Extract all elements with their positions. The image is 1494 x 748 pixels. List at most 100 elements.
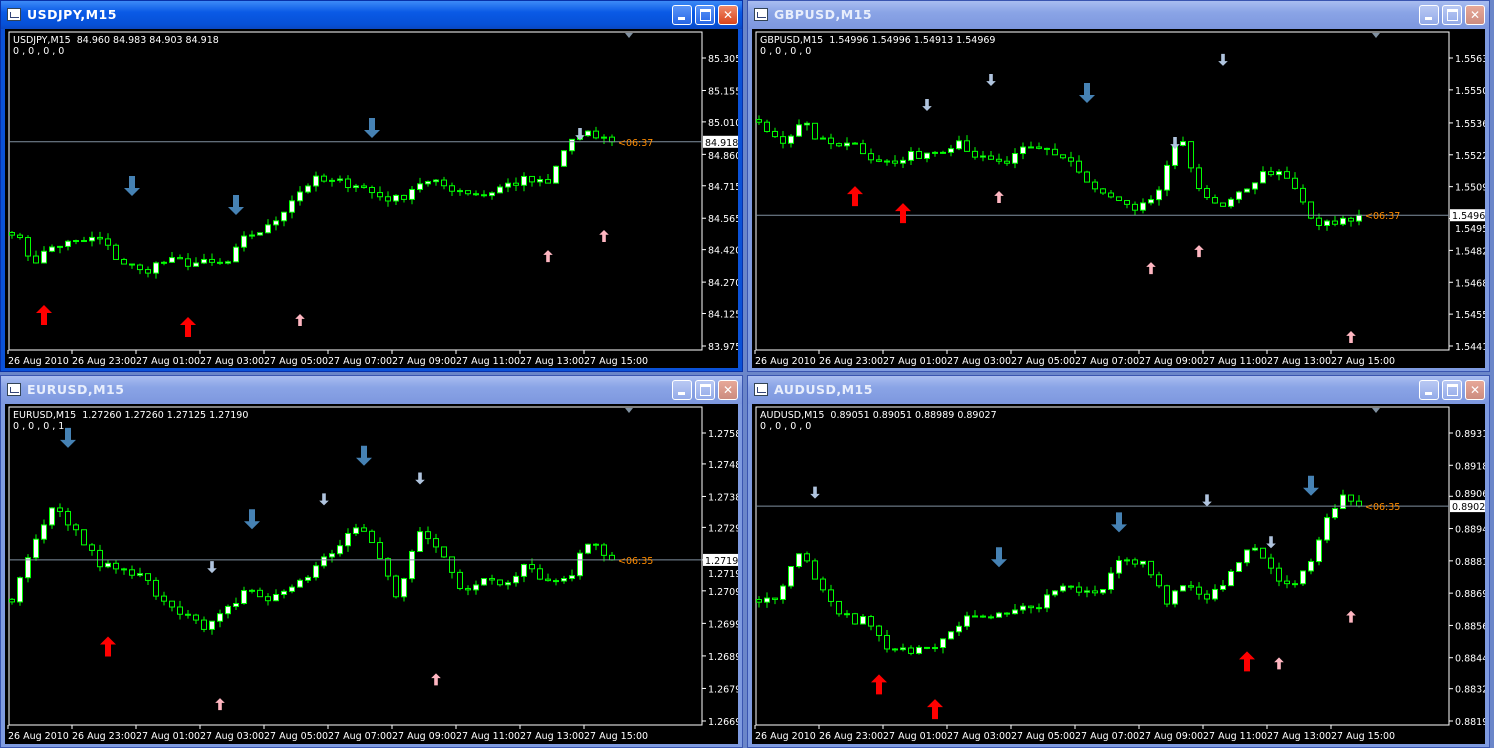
candle <box>145 573 151 585</box>
candle <box>513 177 519 191</box>
close-button[interactable]: ✕ <box>1465 380 1485 400</box>
chart-info: GBPUSD,M15 1.54996 1.54996 1.54913 1.549… <box>760 35 995 57</box>
signal-down-arrow-icon[interactable] <box>1202 494 1212 507</box>
signal-down-arrow-icon[interactable] <box>810 486 820 499</box>
minimize-button[interactable] <box>672 5 692 25</box>
candle <box>89 231 95 247</box>
signal-down-arrow-icon[interactable] <box>356 445 372 466</box>
candle-body <box>225 605 231 615</box>
chart-area[interactable]: 0.89310 0.89185 0.89065 0.88940 0.88815 0.886… <box>752 404 1485 744</box>
signal-up-arrow-icon[interactable] <box>927 699 943 720</box>
price-chart[interactable]: 85.305 85.155 85.010 84.860 84.715 84.565 84.4… <box>5 29 738 368</box>
chart-window-icon[interactable] <box>754 383 768 396</box>
signal-up-arrow-icon[interactable] <box>895 203 911 224</box>
candle <box>73 523 79 536</box>
chart-shift-marker[interactable] <box>1372 33 1380 38</box>
price-tick-label: 85.305 <box>708 54 738 65</box>
signal-up-arrow-icon[interactable] <box>871 674 887 695</box>
chart-area[interactable]: 85.305 85.155 85.010 84.860 84.715 84.565 84.4… <box>5 29 738 368</box>
minimize-button[interactable] <box>1419 5 1439 25</box>
signal-up-arrow-icon[interactable] <box>100 636 116 657</box>
signal-down-arrow-icon[interactable] <box>364 117 380 138</box>
price-chart[interactable]: 1.27580 1.27485 1.27385 1.27290 1.27190 1.270… <box>5 404 738 744</box>
candle-body <box>836 143 842 147</box>
signal-down-arrow-icon[interactable] <box>986 73 996 86</box>
chart-shift-marker[interactable] <box>625 33 633 38</box>
signal-down-arrow-icon[interactable] <box>124 175 140 196</box>
signal-down-arrow-icon[interactable] <box>1079 82 1095 103</box>
maximize-button[interactable] <box>695 380 715 400</box>
candle <box>1356 209 1362 226</box>
minimize-button[interactable] <box>672 380 692 400</box>
candle-body <box>337 545 343 555</box>
candle-body <box>1180 141 1186 146</box>
plot-border <box>755 31 1450 351</box>
signal-up-arrow-icon[interactable] <box>1239 651 1255 672</box>
signal-up-arrow-icon[interactable] <box>180 316 196 337</box>
candle <box>868 614 874 631</box>
chart-area[interactable]: 1.27580 1.27485 1.27385 1.27290 1.27190 1.270… <box>5 404 738 744</box>
candle-body <box>844 142 850 147</box>
chart-area[interactable]: 1.55635 1.55500 1.55360 1.55225 1.55090 1.549… <box>752 29 1485 368</box>
signal-up-arrow-icon[interactable] <box>994 191 1004 204</box>
price-chart[interactable]: 0.89310 0.89185 0.89065 0.88940 0.88815 0.886… <box>752 404 1485 744</box>
signal-up-arrow-icon[interactable] <box>431 673 441 686</box>
title-bar[interactable]: AUDUSD,M15 ✕ <box>748 376 1489 404</box>
chart-window-audusd[interactable]: AUDUSD,M15 ✕ 0.89310 0.89185 0.89065 0.8894… <box>747 375 1490 748</box>
signal-down-arrow-icon[interactable] <box>1111 512 1127 533</box>
signal-up-arrow-icon[interactable] <box>1194 245 1204 258</box>
signal-up-arrow-icon[interactable] <box>36 305 52 326</box>
price-chart[interactable]: 1.55635 1.55500 1.55360 1.55225 1.55090 1.549… <box>752 29 1485 368</box>
title-bar[interactable]: EURUSD,M15 ✕ <box>1 376 742 404</box>
close-button[interactable]: ✕ <box>718 5 738 25</box>
signal-down-arrow-icon[interactable] <box>1218 53 1228 66</box>
chart-shift-marker[interactable] <box>1372 408 1380 413</box>
close-button[interactable]: ✕ <box>1465 5 1485 25</box>
maximize-button[interactable] <box>1442 5 1462 25</box>
signal-down-arrow-icon[interactable] <box>244 509 260 530</box>
signal-up-arrow-icon[interactable] <box>1274 657 1284 670</box>
chart-window-gbpusd[interactable]: GBPUSD,M15 ✕ 1.55635 1.55500 1.55360 1.5522… <box>747 0 1490 372</box>
price-tick-label: 1.54955 <box>1455 224 1485 235</box>
chart-shift-marker[interactable] <box>625 408 633 413</box>
close-button[interactable]: ✕ <box>718 380 738 400</box>
chart-window-icon[interactable] <box>7 383 21 396</box>
signal-down-arrow-icon[interactable] <box>1266 536 1276 549</box>
chart-window-icon[interactable] <box>7 8 21 21</box>
signal-down-arrow-icon[interactable] <box>415 472 425 485</box>
candle-body <box>1300 187 1306 203</box>
signal-up-arrow-icon[interactable] <box>1346 610 1356 623</box>
signal-up-arrow-icon[interactable] <box>1146 262 1156 275</box>
signal-up-arrow-icon[interactable] <box>1346 331 1356 344</box>
candle <box>193 257 199 267</box>
signal-down-arrow-icon[interactable] <box>575 128 585 141</box>
maximize-button[interactable] <box>695 5 715 25</box>
candle-body <box>1036 607 1042 610</box>
minimize-button[interactable] <box>1419 380 1439 400</box>
signal-up-arrow-icon[interactable] <box>215 698 225 711</box>
signal-down-arrow-icon[interactable] <box>228 195 244 216</box>
candle <box>273 216 279 231</box>
title-bar[interactable]: USDJPY,M15 ✕ <box>1 1 742 29</box>
signal-up-arrow-icon[interactable] <box>295 314 305 327</box>
signal-down-arrow-icon[interactable] <box>207 561 217 574</box>
candle-body <box>1268 557 1274 569</box>
signal-up-arrow-icon[interactable] <box>543 250 553 263</box>
chart-window-icon[interactable] <box>754 8 768 21</box>
maximize-button[interactable] <box>1442 380 1462 400</box>
signal-down-arrow-icon[interactable] <box>1303 475 1319 496</box>
candle-body <box>1100 188 1106 194</box>
signal-down-arrow-icon[interactable] <box>319 493 329 506</box>
signal-up-arrow-icon[interactable] <box>599 229 609 242</box>
signal-down-arrow-icon[interactable] <box>60 427 76 448</box>
title-bar[interactable]: GBPUSD,M15 ✕ <box>748 1 1489 29</box>
candle-body <box>393 575 399 598</box>
window-title: AUDUSD,M15 <box>774 382 873 397</box>
candle-body <box>201 258 207 264</box>
signal-up-arrow-icon[interactable] <box>847 186 863 207</box>
chart-window-eurusd[interactable]: EURUSD,M15 ✕ 1.27580 1.27485 1.27385 1.2729… <box>0 375 743 748</box>
chart-window-usdjpy[interactable]: USDJPY,M15 ✕ 85.305 85.155 85.010 84.860 84.… <box>0 0 743 372</box>
signal-down-arrow-icon[interactable] <box>991 547 1007 568</box>
signal-down-arrow-icon[interactable] <box>1170 136 1180 149</box>
signal-down-arrow-icon[interactable] <box>922 98 932 111</box>
